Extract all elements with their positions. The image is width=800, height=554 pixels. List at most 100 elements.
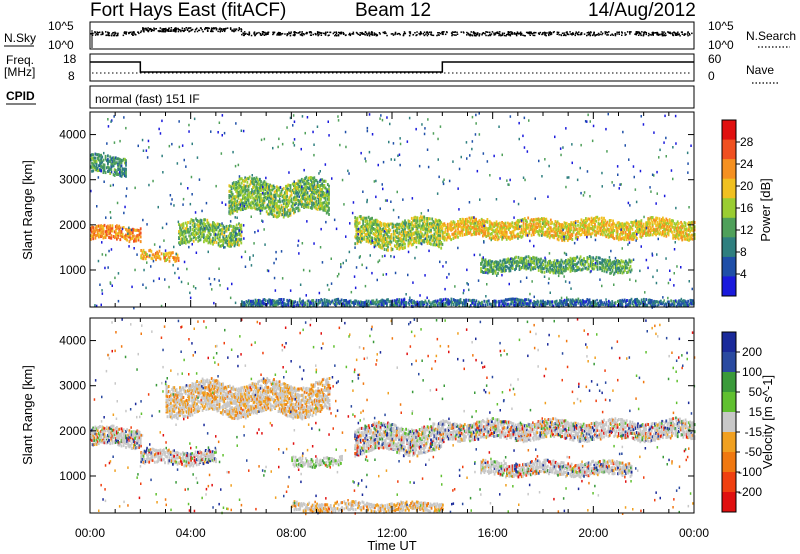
power-cell: [423, 224, 426, 228]
nsky-point: [333, 31, 336, 34]
power-cell: [366, 229, 369, 233]
power-cell: [107, 165, 109, 169]
nsky-point: [201, 29, 203, 31]
power-cell: [604, 219, 607, 223]
nsky-point: [423, 34, 426, 37]
power-cell: [665, 234, 668, 238]
power-cell: [244, 187, 247, 191]
power-cell: [365, 239, 368, 243]
power-cell: [619, 261, 622, 265]
power-cell: [636, 227, 638, 230]
power-cell: [662, 223, 664, 227]
power-cell: [574, 233, 577, 237]
power-cell: [240, 186, 243, 190]
power-cell: [539, 258, 541, 262]
power-cell: [483, 259, 486, 263]
power-cell: [362, 226, 364, 230]
power-cell: [252, 302, 255, 306]
power-cell: [568, 260, 571, 264]
power-cell: [443, 238, 446, 242]
power-cell: [474, 227, 476, 231]
power-cell: [670, 222, 672, 226]
power-cell: [187, 240, 189, 244]
power-cell: [620, 237, 622, 241]
power-cell: [566, 232, 569, 236]
power-cell: [380, 246, 383, 250]
power-cell: [130, 237, 133, 240]
power-cell: [474, 230, 476, 234]
power-cell: [146, 254, 148, 258]
power-cell: [378, 223, 380, 227]
power-cell: [289, 299, 292, 303]
power-cell: [427, 228, 430, 232]
power-cell: [572, 259, 575, 263]
power-cell: [401, 243, 404, 247]
power-cell: [124, 171, 126, 175]
power-cell: [529, 225, 532, 229]
power-cell: [372, 227, 375, 230]
nsky-point: [186, 29, 189, 31]
power-cell: [183, 241, 186, 244]
power-cell: [647, 219, 650, 223]
power-cell: [434, 218, 437, 222]
power-cell: [254, 207, 257, 211]
power-cell: [233, 240, 236, 244]
nsky-point: [597, 32, 600, 35]
nsky-point: [322, 32, 325, 35]
power-cell: [220, 223, 222, 227]
power-cell: [371, 223, 373, 227]
power-cell: [228, 204, 231, 208]
power-cell: [293, 187, 295, 191]
power-cell: [279, 300, 282, 304]
power-cell: [572, 223, 575, 227]
power-cell: [418, 216, 421, 220]
power-cell: [485, 235, 488, 238]
power-cell: [566, 230, 569, 234]
power-cell: [682, 230, 685, 234]
power-cell: [313, 195, 316, 199]
power-cell: [114, 169, 117, 173]
power-cell: [355, 217, 358, 221]
power-cell: [228, 210, 231, 214]
power-cell: [103, 235, 106, 239]
power-cell: [630, 268, 633, 272]
power-cell: [291, 205, 294, 209]
nsky-point: [423, 31, 426, 33]
power-cell: [108, 225, 110, 229]
power-cell: [358, 301, 361, 305]
power-cell: [284, 302, 286, 306]
power-cell: [240, 237, 243, 241]
power-cell: [646, 221, 648, 225]
nsky-point: [342, 33, 345, 35]
power-cell: [383, 233, 386, 237]
nsky-point: [352, 33, 355, 35]
power-cell: [589, 232, 592, 236]
power-cell: [483, 232, 485, 235]
power-cell: [482, 258, 485, 261]
power-cell: [322, 179, 325, 183]
power-cell: [683, 221, 686, 225]
power-cell: [416, 216, 419, 220]
nsky-point: [621, 32, 623, 34]
power-cell: [421, 216, 423, 220]
nsky-point: [659, 33, 661, 36]
power-cell: [272, 204, 275, 208]
power-cell: [529, 221, 532, 225]
power-cell: [92, 226, 95, 230]
power-heatmap: [90, 112, 696, 310]
power-cell: [216, 226, 219, 230]
power-cell: [418, 233, 421, 237]
power-cell: [135, 235, 138, 239]
power-cell: [119, 233, 122, 237]
power-cell: [181, 233, 184, 236]
power-cell: [367, 230, 370, 234]
power-cell: [257, 195, 260, 199]
power-cell: [581, 228, 584, 231]
power-cell: [374, 238, 377, 242]
power-cell: [586, 260, 589, 264]
power-cell: [621, 271, 624, 275]
power-cell: [425, 240, 428, 244]
nsky-point: [211, 27, 214, 30]
nsky-point: [687, 31, 689, 33]
power-cell: [213, 240, 215, 244]
